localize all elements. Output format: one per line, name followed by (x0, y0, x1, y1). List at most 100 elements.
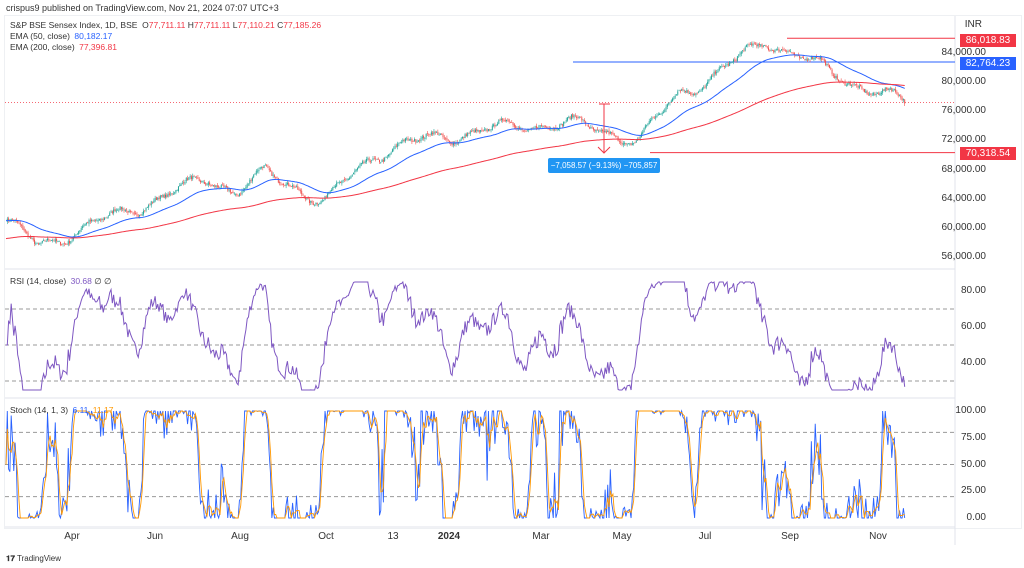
candle (574, 115, 576, 117)
candle (441, 134, 443, 135)
candle (401, 142, 403, 143)
candle (590, 127, 592, 129)
candle (83, 225, 85, 227)
candle (94, 220, 96, 221)
low-value: 77,110.21 (237, 20, 275, 30)
candle (598, 130, 600, 132)
candle (180, 183, 182, 186)
candle (380, 162, 382, 163)
candle (74, 234, 76, 238)
candle (236, 193, 238, 196)
candle (646, 125, 648, 126)
candle (67, 241, 69, 245)
candle (591, 127, 593, 129)
candle (21, 224, 23, 226)
candle (439, 134, 441, 136)
candle (384, 157, 386, 162)
candle (779, 50, 781, 52)
candle (136, 213, 138, 216)
candle (24, 230, 26, 232)
candle (572, 114, 574, 118)
candle (386, 156, 388, 158)
legend-ema50[interactable]: EMA (50, close) 80,182.17 (10, 31, 112, 41)
candle (642, 131, 644, 135)
candle (564, 121, 566, 123)
candle (284, 185, 286, 187)
candle (288, 182, 290, 186)
candle (273, 175, 275, 177)
candle (89, 219, 91, 222)
tradingview-logo[interactable]: 𝟏𝟕 TradingView (6, 554, 62, 563)
candle (146, 207, 148, 208)
candle (857, 85, 859, 88)
candle (362, 161, 364, 164)
candle (847, 83, 849, 85)
candle (561, 124, 563, 126)
measure-arrowhead (597, 146, 611, 154)
candle (188, 177, 190, 180)
candle (175, 189, 177, 193)
o-label: O (142, 20, 149, 30)
candle (187, 178, 189, 180)
candle (835, 76, 837, 79)
candle (633, 142, 635, 144)
candle (233, 193, 235, 195)
candle (66, 244, 68, 245)
candle (471, 130, 473, 132)
candle (364, 161, 366, 163)
candle (403, 139, 405, 141)
candle (23, 228, 25, 231)
candle (71, 239, 73, 241)
candle (834, 75, 836, 78)
candle (609, 131, 611, 134)
ema50-value: 80,182.17 (74, 31, 113, 41)
candle (32, 237, 34, 241)
candle (190, 176, 192, 180)
candle (838, 80, 840, 82)
candle (450, 142, 452, 145)
candle (613, 133, 615, 136)
candle (275, 177, 277, 178)
candle (784, 49, 786, 51)
legend-stoch[interactable]: Stoch (14, 1, 3) 6.11 11.17 (10, 405, 113, 415)
candle (390, 152, 392, 154)
candle (84, 223, 86, 226)
candle (433, 131, 435, 135)
stoch-tick: 50.00 (960, 458, 986, 470)
price-tick: 68,000.00 (941, 163, 987, 175)
candle (764, 45, 766, 46)
candle (478, 130, 480, 132)
candle (45, 240, 47, 242)
candle (22, 225, 24, 230)
candle (856, 83, 858, 86)
candle (852, 84, 854, 86)
candle (299, 190, 301, 192)
candle (316, 202, 318, 205)
legend-ema200[interactable]: EMA (200, close) 77,396.81 (10, 42, 117, 52)
candle (720, 66, 722, 68)
candle (675, 94, 677, 96)
candle (415, 139, 417, 143)
candle (749, 44, 751, 45)
candle (455, 142, 457, 145)
candle (341, 180, 343, 184)
candle (875, 94, 877, 95)
candle (117, 209, 119, 211)
candle (198, 179, 200, 181)
legend-rsi[interactable]: RSI (14, close) 30.68 ∅ ∅ (10, 276, 111, 287)
candle (665, 106, 667, 110)
candle (608, 130, 610, 134)
candle (681, 89, 683, 91)
candle (559, 124, 561, 130)
candle (502, 118, 504, 121)
candle (312, 203, 314, 205)
candle (194, 176, 196, 178)
candle (290, 186, 292, 187)
candle (862, 88, 864, 90)
candle (283, 184, 285, 185)
candle (761, 44, 763, 48)
candle (666, 104, 668, 107)
candle (393, 148, 395, 150)
candle (526, 130, 528, 132)
